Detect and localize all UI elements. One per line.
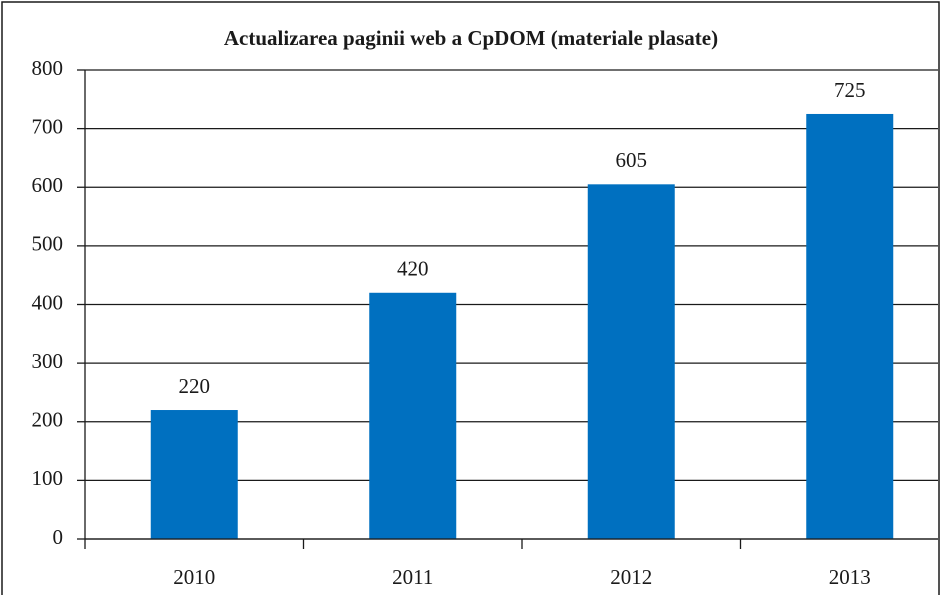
x-tick-label: 2011 <box>392 565 433 589</box>
chart-title: Actualizarea paginii web a CpDOM (materi… <box>224 26 718 50</box>
data-label: 420 <box>397 257 429 281</box>
y-tick-label: 800 <box>32 56 64 80</box>
y-tick-label: 0 <box>53 525 64 549</box>
y-tick-label: 400 <box>32 290 64 314</box>
x-tick-label: 2010 <box>173 565 215 589</box>
x-tick-label: 2013 <box>829 565 871 589</box>
y-tick-label: 200 <box>32 408 64 432</box>
y-tick-label: 300 <box>32 349 64 373</box>
y-tick-label: 100 <box>32 466 64 490</box>
bar <box>587 184 675 539</box>
data-label: 725 <box>834 78 866 102</box>
data-label: 220 <box>179 374 211 398</box>
x-tick-label: 2012 <box>610 565 652 589</box>
bar <box>806 113 894 539</box>
y-tick-label: 600 <box>32 173 64 197</box>
y-tick-label: 700 <box>32 114 64 138</box>
y-tick-label: 500 <box>32 232 64 256</box>
bar <box>369 292 457 539</box>
bar <box>150 410 238 539</box>
data-label: 605 <box>616 148 648 172</box>
